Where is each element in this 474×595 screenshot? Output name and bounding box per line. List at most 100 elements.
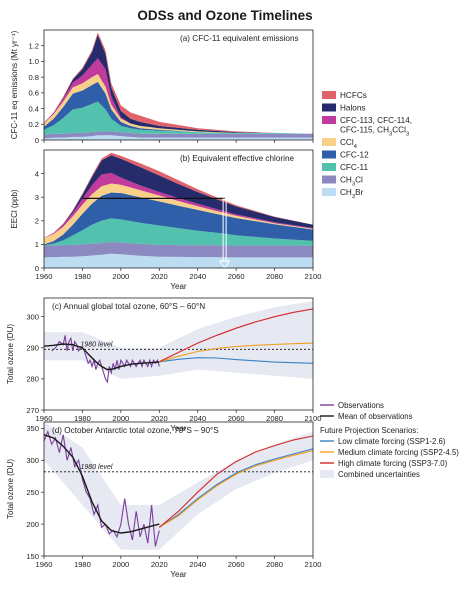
x-tick-label: 2100 [305,414,322,423]
area-cfc-11 [44,218,313,246]
area-ch3br [44,253,313,268]
y-tick-label: 0.8 [28,73,39,82]
series-mean-of-observations [43,434,160,534]
x-tick-label: 1960 [36,272,53,281]
legend-swatch-7 [322,188,336,196]
y-tick-label: 250 [26,488,39,497]
legend-swatch-6 [322,175,336,184]
x-tick-label: 2080 [266,560,283,569]
x-tick-label: 2020 [151,414,168,423]
series-ssp2-4-5 [159,342,314,363]
y-tick-label: 300 [26,456,39,465]
x-tick-label: 2020 [151,560,168,569]
x-tick-label: 2080 [266,272,283,281]
legend-swatch-1 [322,103,336,112]
x-tick-label: 2000 [112,414,129,423]
x-axis-label: Year [170,570,187,579]
x-tick-label: 2040 [189,272,206,281]
y-tick-label: 2 [35,217,39,226]
return-arrow-head [218,260,231,269]
x-tick-label: 2100 [305,272,322,281]
y-axis-label: Total ozone (DU) [6,459,15,519]
area-halons [44,155,313,238]
x-tick-label: 2020 [151,272,168,281]
series-ssp1-2-6 [158,448,314,528]
y-tick-label: 270 [26,406,39,415]
plot-frame [43,29,314,141]
x-tick-label: 2060 [228,272,245,281]
x-tick-label: 2060 [228,414,245,423]
panel-title: (a) CFC-11 equivalent emissions [180,34,299,43]
panel-title: (d) October Antarctic total ozone, 70°S … [52,426,219,435]
reference-label: 1980 level [81,464,113,471]
y-tick-label: 4 [35,169,39,178]
figure-title: ODSs and Ozone Timelines [137,8,312,23]
x-tick-label: 2100 [305,560,322,569]
legend-observations-label: Observations [338,401,384,410]
legend-swatch-5 [322,163,336,171]
series-observations [43,429,160,547]
y-tick-label: 350 [26,424,39,433]
x-tick-label: 1960 [36,414,53,423]
series-ssp3-7-0 [158,435,314,528]
legend-label-2-line2: CFC-115, CH3CCl3 [340,126,410,138]
y-axis-label: CFC-11 eq emissions (Mt yr⁻¹) [10,30,19,139]
legend-scenarios-title: Future Projection Scenarios: [320,426,418,435]
series-ssp2-4-5 [159,450,314,528]
legend-swatch-2 [322,116,336,124]
y-axis-label: EECl (ppb) [10,189,19,228]
uncertainty-band [44,301,313,379]
panel-title: (b) Equivalent effective chlorine [180,154,295,163]
y-tick-label: 0.2 [28,120,39,129]
y-tick-label: 1 [35,240,39,249]
y-tick-label: 200 [26,520,39,529]
legend-label-6: CH3Cl [340,176,363,188]
x-tick-label: 1980 [74,560,91,569]
legend-label-5: CFC-11 [340,163,368,172]
y-tick-label: 0 [35,264,39,273]
x-axis-label: Year [170,282,187,291]
reference-label: 1980 level [81,341,113,348]
y-tick-label: 300 [26,312,39,321]
y-tick-label: 290 [26,344,39,353]
legend-label-0: HCFCs [340,91,367,100]
legend-uncertainty-label: Combined uncertainties [338,470,420,479]
uncertainty-band [44,422,313,550]
legend-label-7: CH3Br [340,188,364,200]
x-tick-label: 2060 [228,560,245,569]
x-tick-label: 2040 [189,414,206,423]
legend-uncertainty-swatch [320,470,334,478]
x-tick-label: 2080 [266,414,283,423]
y-axis-label: Total ozone (DU) [6,324,15,384]
y-tick-label: 1.2 [28,42,39,51]
legend-label-2: CFC-113, CFC-114, [340,116,412,125]
series-observations [51,335,160,384]
series-ssp3-7-0 [159,308,314,363]
y-tick-label: 150 [26,552,39,561]
x-tick-label: 2000 [112,560,129,569]
plot-frame [43,297,314,411]
y-tick-label: 0.6 [28,89,39,98]
area-cfc-11 [44,101,313,135]
legend-label-1: Halons [340,104,366,113]
series-mean-of-observations [43,343,160,371]
legend-label-4: CFC-12 [340,151,369,160]
y-tick-label: 0 [35,136,39,145]
area-ch3cl [44,242,313,258]
area-cfc-12 [44,192,313,246]
legend-ssp245-label: Medium climate forcing (SSP2-4.5) [338,448,459,457]
panel-a: CFC-11 eq emissions (Mt yr⁻¹) [10,29,314,143]
panel-d: Total ozone (DU) [6,421,314,559]
plot-frame [43,421,314,557]
panel-c: Total ozone (DU) [6,297,314,413]
legend-label-3: CCl4 [340,138,358,150]
x-tick-label: 1960 [36,560,53,569]
y-tick-label: 280 [26,375,39,384]
x-tick-label: 1980 [74,272,91,281]
legend-mean-label: Mean of observations [338,412,413,421]
x-axis-label: Year [170,424,187,433]
legend-swatch-4 [322,150,336,159]
x-tick-label: 2000 [112,272,129,281]
y-tick-label: 0.4 [28,104,39,113]
